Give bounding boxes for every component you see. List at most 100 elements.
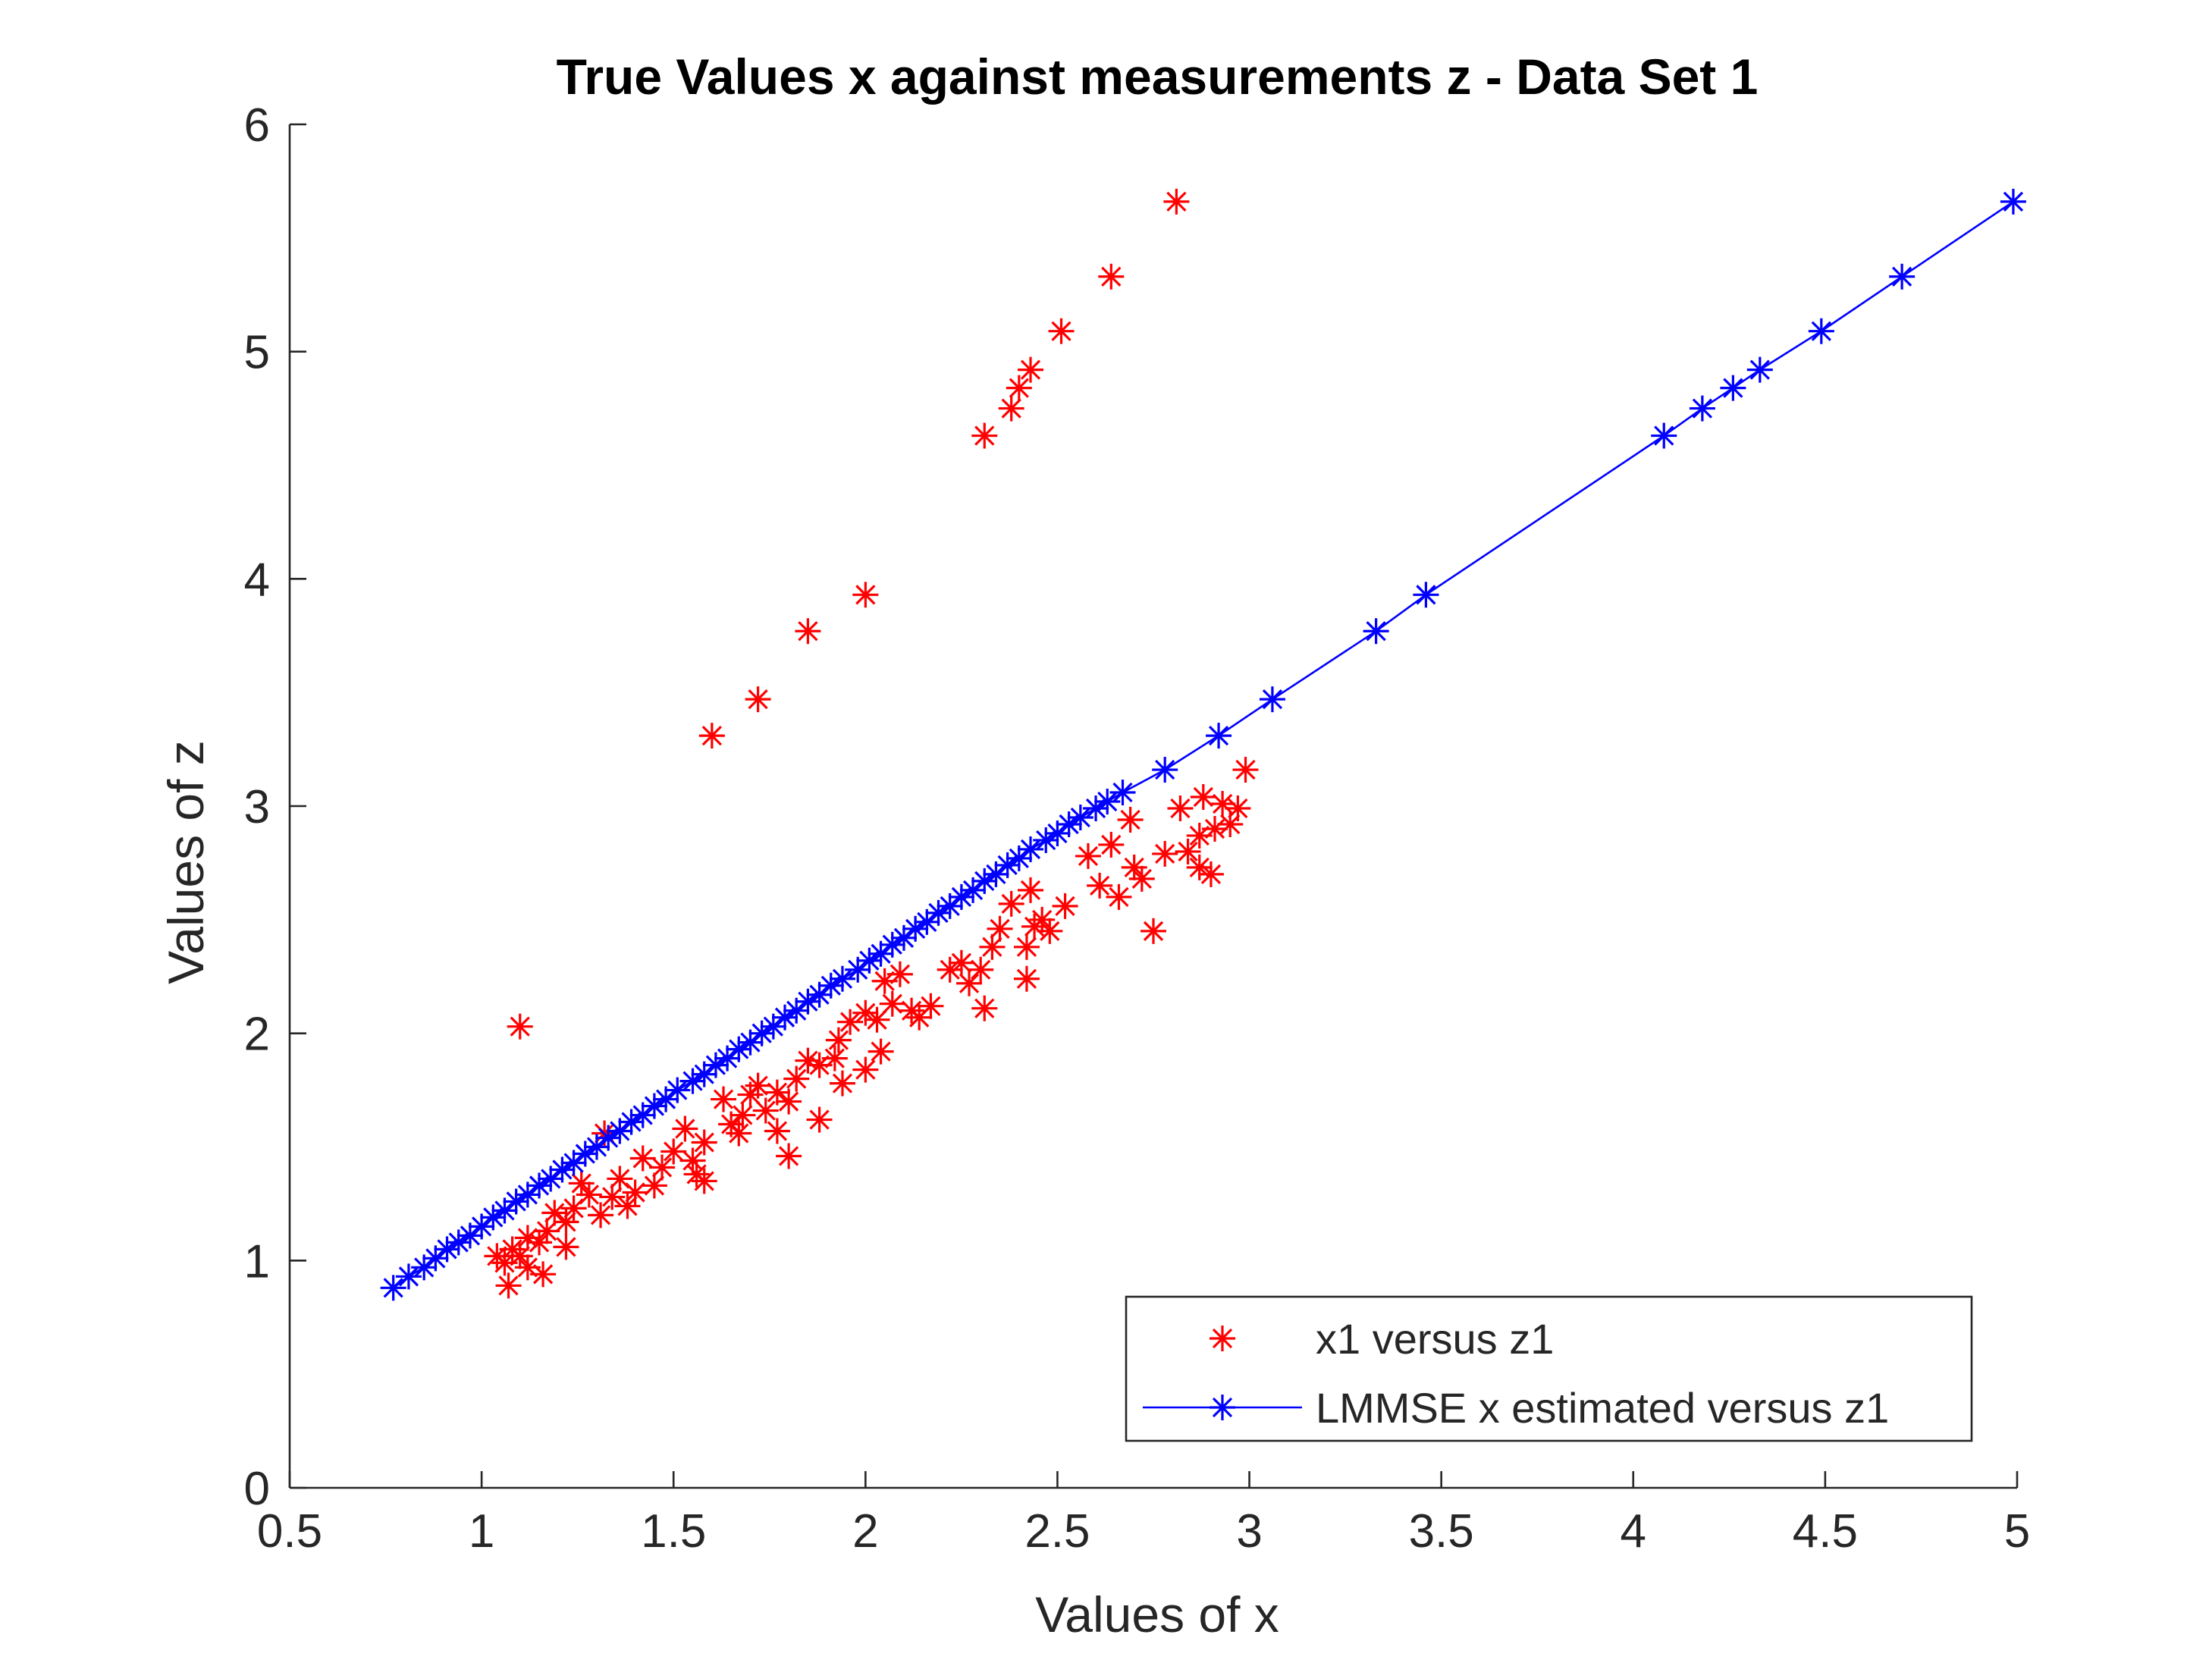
x-tick-label-10: 5 (2004, 1505, 2030, 1558)
series-1-point-81 (691, 1168, 717, 1194)
x-tick-label-2: 1 (469, 1505, 494, 1558)
series-1-point-99 (526, 1229, 553, 1256)
series-1-point-64 (795, 1047, 821, 1074)
series-1-point-19 (1117, 806, 1144, 833)
series-1-point-37 (998, 890, 1024, 917)
series-2-point-69 (1689, 395, 1715, 422)
series-1-point-36 (1018, 877, 1044, 903)
series-1-point-75 (776, 1143, 802, 1169)
series-2-point-29 (714, 1045, 741, 1072)
series-1-point-5 (1006, 375, 1032, 401)
series-1-point-79 (679, 1147, 706, 1174)
series-1-point-86 (629, 1145, 656, 1172)
series-1-point-92 (576, 1181, 602, 1208)
series-2-point-43 (879, 931, 905, 958)
series-1 (484, 188, 1259, 1299)
series-1-point-38 (987, 915, 1013, 942)
series-1-point-83 (660, 1138, 687, 1165)
series-1-point-18 (1167, 795, 1194, 821)
x-tick-label-5: 2.5 (1024, 1505, 1090, 1558)
y-axis-label: Values of z (158, 740, 214, 984)
series-1-point-48 (937, 956, 963, 983)
series-1-point-46 (1021, 913, 1048, 940)
series-1-point-24 (1152, 840, 1178, 867)
series-2-point-68 (1651, 422, 1677, 449)
series-1-point-87 (622, 1179, 648, 1206)
y-tick-label-4: 3 (244, 781, 270, 833)
series-1-point-25 (1121, 854, 1147, 880)
series-2 (380, 188, 2026, 1301)
series-1-point-15 (1210, 791, 1236, 817)
series-1-point-2 (1098, 263, 1125, 290)
y-tick-label-2: 1 (244, 1235, 270, 1288)
y-tick-label-7: 6 (244, 99, 270, 152)
series-2-point-73 (1889, 263, 1915, 290)
series-1-point-65 (783, 1065, 810, 1092)
axes: 0.5 1 1.5 2 2.5 3 3.5 4 4.5 5 0 1 2 3 4 5 6 (244, 99, 2031, 1558)
x-tick-label-8: 4 (1621, 1505, 1646, 1558)
series-1-point-82 (672, 1115, 698, 1142)
series-1-point-31 (1141, 918, 1166, 944)
series-1-point-34 (1052, 893, 1078, 919)
series-1-point-106 (484, 1243, 510, 1269)
series-2-point-55 (1018, 836, 1044, 862)
series-1-point-62 (886, 961, 913, 987)
series-1-point-85 (641, 1172, 667, 1199)
series-1-point-93 (568, 1170, 595, 1197)
series-1-point-98 (534, 1218, 560, 1244)
series-1-point-44 (1013, 965, 1040, 992)
series-1-point-78 (691, 1129, 717, 1156)
series-1-point-4 (1018, 356, 1044, 383)
legend-label-2: LMMSE x estimated versus z1 (1316, 1384, 1889, 1432)
series-1-point-68 (752, 1097, 779, 1124)
plot-area (380, 188, 2026, 1301)
series-2-point-1 (380, 1275, 406, 1301)
series-2-point-26 (679, 1068, 706, 1094)
series-1-point-12 (507, 1013, 533, 1040)
x-tick-label-6: 3 (1236, 1505, 1262, 1558)
series-1-point-94 (560, 1195, 587, 1222)
chart-title: True Values x against measurements z - D… (557, 49, 1759, 105)
series-1-point-70 (737, 1081, 764, 1108)
x-axis-label: Values of x (1035, 1586, 1279, 1643)
legend-marker-2 (1210, 1395, 1235, 1420)
series-2-point-58 (1056, 811, 1082, 837)
series-2-point-25 (664, 1077, 691, 1103)
series-1-point-96 (553, 1234, 579, 1260)
series-2-point-22 (629, 1102, 656, 1128)
series-1-point-14 (1232, 757, 1259, 783)
y-tick-label-1: 0 (244, 1463, 270, 1515)
series-1-point-40 (979, 933, 1006, 960)
series-2-point-63 (1152, 757, 1178, 783)
series-1-point-17 (1190, 784, 1216, 811)
series-2-point-62 (1109, 780, 1136, 806)
legend-marker-1 (1210, 1326, 1235, 1351)
series-2-point-60 (1083, 795, 1109, 821)
series-2-point-67 (1413, 582, 1439, 608)
series-1-point-11 (698, 723, 725, 749)
series-1-point-7 (971, 422, 998, 449)
series-1-point-9 (795, 618, 821, 645)
legend-item-2: LMMSE x estimated versus z1 (1143, 1384, 1889, 1432)
legend: x1 versus z1 LMMSE x estimated versus z1 (1125, 1295, 1973, 1442)
series-2-point-28 (702, 1052, 729, 1078)
series-1-point-97 (541, 1200, 568, 1226)
series-2-point-4 (422, 1245, 449, 1272)
series-1-point-67 (764, 1079, 790, 1106)
series-2-point-74 (2000, 188, 2026, 215)
series-1-point-107 (514, 1254, 541, 1281)
series-1-point-3 (1048, 318, 1075, 344)
series-2-point-12 (514, 1181, 541, 1208)
series-2-point-72 (1808, 318, 1834, 344)
series-1-point-1 (1163, 188, 1190, 215)
series-1-point-47 (1037, 918, 1063, 944)
series-1-point-6 (998, 395, 1024, 422)
series-1-point-29 (1106, 883, 1132, 910)
series-1-point-51 (906, 1004, 933, 1031)
series-2-point-18 (583, 1134, 610, 1160)
series-2-point-53 (994, 852, 1021, 878)
series-1-point-73 (718, 1111, 745, 1137)
series-1-point-10 (745, 686, 771, 713)
